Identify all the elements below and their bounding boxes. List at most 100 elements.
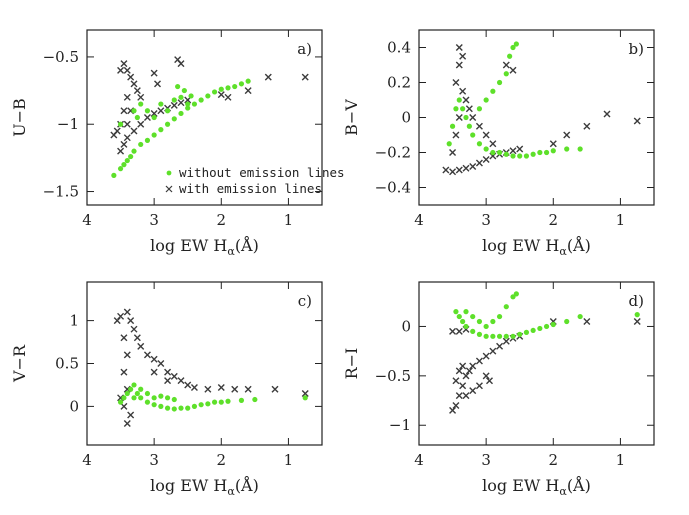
point-without-emission [178,405,184,411]
point-with-emission [449,327,457,335]
point-with-emission [217,384,225,392]
point-without-emission [225,398,231,404]
point-without-emission [513,291,519,297]
point-with-emission [177,60,185,68]
y-tick-label: −0.5 [375,367,411,385]
point-with-emission [154,80,161,88]
x-axis-label-main: log EW H [150,476,227,495]
legend-gray-label: with emission lines [179,181,322,196]
point-without-emission [517,153,523,159]
point-with-emission [127,411,135,419]
point-without-emission [181,87,187,94]
point-with-emission [133,87,141,95]
point-without-emission [503,304,509,310]
point-without-emission [121,395,127,401]
point-with-emission [157,360,165,367]
point-without-emission [634,312,640,318]
point-with-emission [264,73,272,81]
point-with-emission [170,101,178,109]
point-without-emission [543,149,550,156]
point-with-emission [137,342,145,350]
point-without-emission [490,149,496,156]
point-with-emission [603,110,611,118]
y-tick-label: −1.5 [43,183,79,201]
point-with-emission [462,96,470,104]
point-with-emission [150,368,158,376]
point-without-emission [191,403,198,409]
point-without-emission [211,399,218,405]
x-tick-label: 2 [549,451,559,469]
point-without-emission [117,166,124,172]
x-axis-label: log EW Hα(Å) [150,475,259,498]
point-without-emission [496,149,503,156]
point-with-emission [244,385,252,393]
point-without-emission [490,88,496,94]
point-with-emission [117,312,125,320]
x-axis-label-sub: α [227,245,235,258]
x-tick-label: 3 [149,451,159,469]
point-without-emission [131,382,137,388]
point-with-emission [133,334,141,342]
point-with-emission [127,317,135,325]
point-without-emission [117,121,124,127]
x-tick-label: 1 [616,451,626,469]
point-with-emission [130,325,138,333]
point-without-emission [134,114,140,121]
marks-layer [110,41,641,428]
point-without-emission [171,116,177,122]
point-without-emission [171,406,177,412]
point-without-emission [121,162,127,168]
point-without-emission [496,79,503,86]
x-axis-label-unit: (Å) [567,235,591,255]
y-tick-label: 0.4 [387,39,411,57]
point-without-emission [175,83,181,90]
point-without-emission [111,172,117,178]
point-without-emission [185,105,191,111]
point-with-emission [120,334,128,342]
point-with-emission [123,351,131,359]
point-without-emission [205,401,211,407]
point-with-emission [120,107,128,115]
point-without-emission [564,318,570,325]
point-with-emission [150,69,158,77]
point-without-emission [151,395,157,401]
point-with-emission [486,377,493,385]
point-without-emission [171,97,177,103]
panel-tag: a) [297,40,312,58]
point-with-emission [449,149,457,156]
point-without-emission [185,405,191,411]
point-with-emission [516,145,524,153]
point-with-emission [549,140,557,148]
point-with-emission [130,80,138,88]
point-without-emission [144,399,151,405]
x-tick-label: 2 [217,211,227,229]
point-without-emission [131,395,137,401]
point-without-emission [138,395,144,401]
y-axis-label: B−V [342,99,361,136]
point-without-emission [470,328,476,334]
point-with-emission [563,131,571,139]
point-without-emission [131,148,137,154]
point-with-emission [117,147,125,155]
point-without-emission [171,396,177,403]
point-without-emission [124,157,130,164]
point-with-emission [137,93,145,101]
point-with-emission [455,114,463,121]
point-with-emission [143,114,151,121]
point-with-emission [150,355,158,363]
x-tick-label: 4 [414,451,424,469]
point-with-emission [164,368,172,376]
point-with-emission [465,367,473,375]
point-with-emission [459,382,467,390]
point-with-emission [123,420,131,428]
point-with-emission [482,352,490,360]
point-with-emission [465,105,473,113]
point-with-emission [482,372,490,380]
point-without-emission [530,327,536,334]
panel-frame [418,29,655,206]
point-with-emission [244,87,252,95]
point-with-emission [452,131,460,139]
y-tick-label: 0.2 [387,74,411,92]
x-axis-label: log EW Hα(Å) [482,475,591,498]
